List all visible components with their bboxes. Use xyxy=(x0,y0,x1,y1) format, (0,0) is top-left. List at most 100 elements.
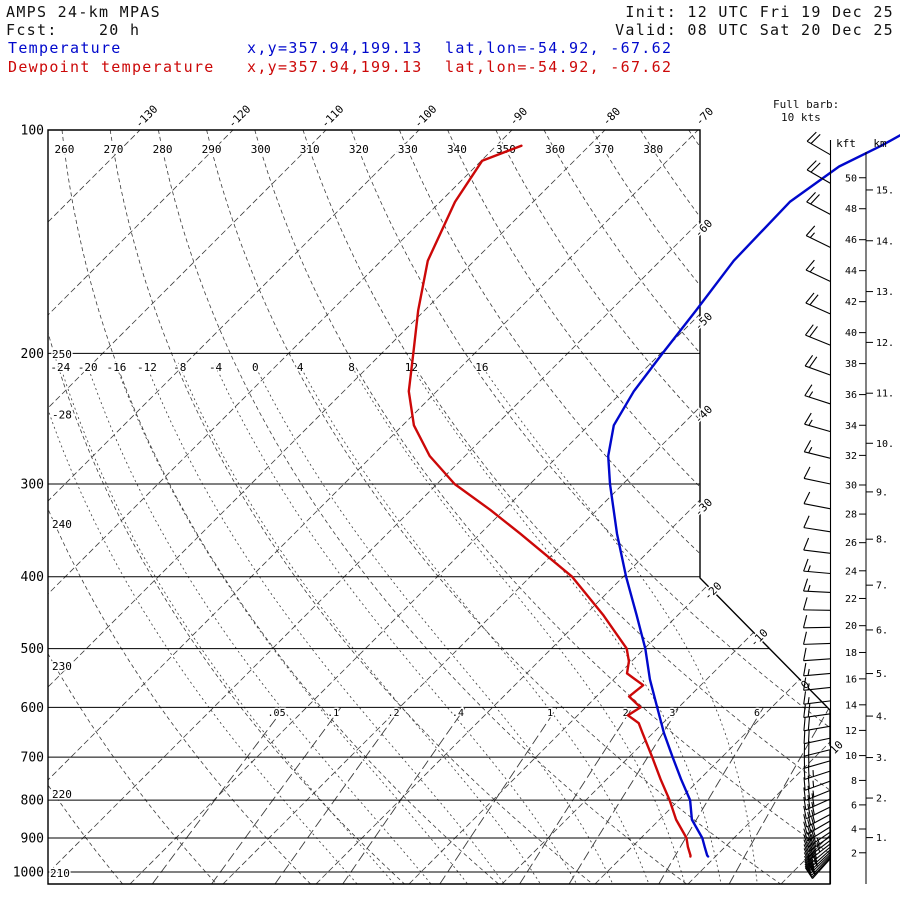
svg-text:-40: -40 xyxy=(692,403,715,426)
dewpoint-latlon: lat,lon=-54.92, -67.62 xyxy=(445,58,673,76)
svg-text:260: 260 xyxy=(54,143,74,156)
svg-text:250: 250 xyxy=(52,348,72,361)
svg-text:100: 100 xyxy=(21,124,44,139)
svg-text:-8: -8 xyxy=(173,361,186,374)
svg-text:-70: -70 xyxy=(693,105,716,128)
svg-text:36: 36 xyxy=(845,390,857,401)
dewpoint-xy: x,y=357.94,199.13 xyxy=(247,58,423,76)
model-title: AMPS 24-km MPAS xyxy=(6,3,161,21)
svg-text:-130: -130 xyxy=(133,103,161,131)
svg-text:240: 240 xyxy=(52,518,72,531)
svg-text:3.: 3. xyxy=(876,753,888,764)
svg-text:24: 24 xyxy=(845,566,857,577)
svg-text:11.: 11. xyxy=(876,389,894,400)
svg-text:38: 38 xyxy=(845,359,857,370)
svg-text:2: 2 xyxy=(623,708,629,719)
dewpoint-trace xyxy=(407,144,692,858)
svg-text:-100: -100 xyxy=(412,103,440,131)
km-unit-label: km xyxy=(873,137,887,150)
svg-text:32: 32 xyxy=(845,451,857,462)
svg-text:-24: -24 xyxy=(50,361,70,374)
svg-text:10.: 10. xyxy=(876,439,894,450)
svg-text:6: 6 xyxy=(851,800,857,811)
barb-note-line1: Full barb: xyxy=(773,98,840,111)
svg-text:0: 0 xyxy=(252,361,259,374)
svg-text:280: 280 xyxy=(153,143,173,156)
svg-text:210: 210 xyxy=(50,867,70,880)
svg-text:15.: 15. xyxy=(876,185,894,196)
svg-text:800: 800 xyxy=(21,794,44,809)
svg-text:310: 310 xyxy=(300,143,320,156)
barb-note-line2: 10 kts xyxy=(781,111,821,124)
dewpoint-legend-label: Dewpoint temperature xyxy=(8,58,215,76)
svg-text:-28: -28 xyxy=(52,408,72,421)
svg-text:34: 34 xyxy=(845,421,857,432)
svg-text:42: 42 xyxy=(845,297,857,308)
svg-text:48: 48 xyxy=(845,204,857,215)
svg-text:230: 230 xyxy=(52,660,72,673)
svg-text:30: 30 xyxy=(845,480,857,491)
wind-barbs xyxy=(802,131,832,884)
svg-text:300: 300 xyxy=(251,143,271,156)
svg-text:290: 290 xyxy=(202,143,222,156)
svg-text:46: 46 xyxy=(845,235,857,246)
svg-text:20: 20 xyxy=(845,621,857,632)
svg-text:8: 8 xyxy=(851,776,857,787)
svg-text:6: 6 xyxy=(754,708,760,719)
svg-text:330: 330 xyxy=(398,143,418,156)
temperature-latlon: lat,lon=-54.92, -67.62 xyxy=(445,39,673,57)
svg-text:40: 40 xyxy=(845,328,857,339)
svg-text:9.: 9. xyxy=(876,487,888,498)
svg-text:-60: -60 xyxy=(692,217,715,240)
svg-text:14: 14 xyxy=(845,700,857,711)
svg-text:.2: .2 xyxy=(388,708,400,719)
svg-text:44: 44 xyxy=(845,266,857,277)
svg-text:16: 16 xyxy=(475,361,488,374)
svg-text:4.: 4. xyxy=(876,712,888,723)
temperature-xy: x,y=357.94,199.13 xyxy=(247,39,423,57)
svg-text:270: 270 xyxy=(104,143,124,156)
svg-text:700: 700 xyxy=(21,751,44,766)
svg-text:-30: -30 xyxy=(692,496,715,519)
svg-text:1.: 1. xyxy=(876,833,888,844)
svg-text:.4: .4 xyxy=(452,708,464,719)
forecast-hour: Fcst: 20 h xyxy=(6,21,141,39)
svg-text:340: 340 xyxy=(447,143,467,156)
svg-text:370: 370 xyxy=(594,143,614,156)
svg-text:18: 18 xyxy=(845,648,857,659)
svg-text:7.: 7. xyxy=(876,581,888,592)
svg-text:-20: -20 xyxy=(78,361,98,374)
svg-text:.1: .1 xyxy=(327,708,339,719)
svg-text:12: 12 xyxy=(845,726,857,737)
svg-text:-16: -16 xyxy=(106,361,126,374)
svg-text:-80: -80 xyxy=(600,105,623,128)
svg-text:14.: 14. xyxy=(876,236,894,247)
svg-text:22: 22 xyxy=(845,594,857,605)
svg-text:500: 500 xyxy=(21,642,44,657)
temperature-legend-label: Temperature xyxy=(8,39,122,57)
svg-text:380: 380 xyxy=(643,143,663,156)
svg-text:-4: -4 xyxy=(209,361,223,374)
temperature-trace xyxy=(607,134,900,858)
svg-text:10: 10 xyxy=(845,751,857,762)
traces xyxy=(407,134,900,858)
svg-text:900: 900 xyxy=(21,832,44,847)
svg-text:3: 3 xyxy=(669,708,675,719)
svg-text:200: 200 xyxy=(21,347,44,362)
svg-text:600: 600 xyxy=(21,701,44,716)
svg-text:-50: -50 xyxy=(692,310,715,333)
svg-text:.05: .05 xyxy=(268,708,286,719)
svg-text:2: 2 xyxy=(851,848,857,859)
svg-text:300: 300 xyxy=(21,478,44,493)
svg-text:4: 4 xyxy=(851,825,857,836)
height-scales: kft km50484644424038363432302826242220181… xyxy=(836,137,894,884)
svg-text:8: 8 xyxy=(348,361,355,374)
svg-text:-110: -110 xyxy=(319,103,347,131)
svg-text:13.: 13. xyxy=(876,287,894,298)
background-grid xyxy=(48,130,830,884)
svg-text:-120: -120 xyxy=(226,103,254,131)
svg-text:28: 28 xyxy=(845,510,857,521)
svg-text:26: 26 xyxy=(845,538,857,549)
svg-text:2.: 2. xyxy=(876,794,888,805)
